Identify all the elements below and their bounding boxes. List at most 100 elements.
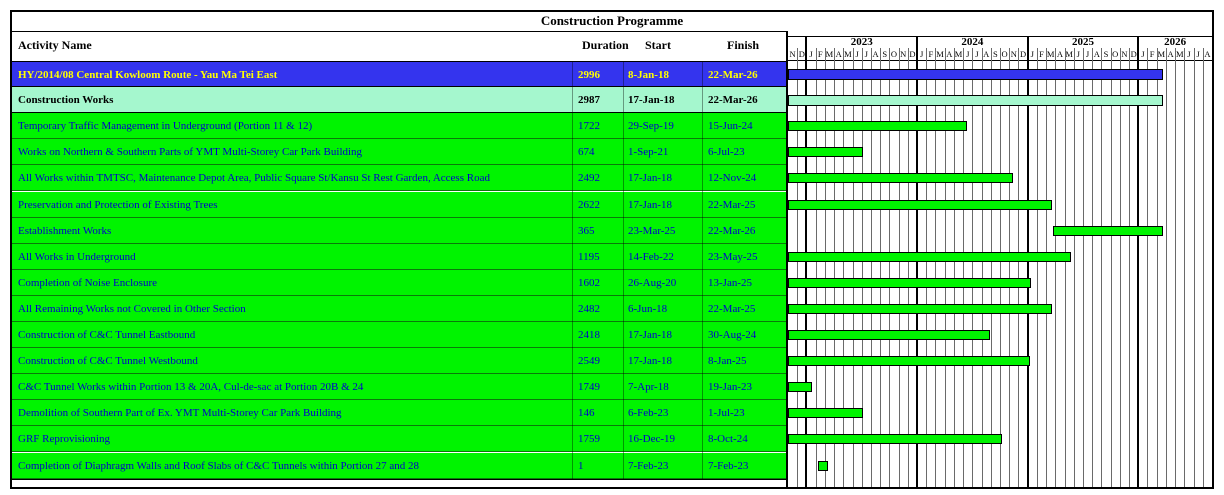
month-cell: F (1039, 49, 1044, 59)
programme-table: Construction Programme Activity Name Dur… (10, 10, 1214, 489)
month-cell: M (954, 49, 963, 59)
start-date-cell: 7-Apr-18 (628, 381, 669, 394)
month-gridline (1202, 48, 1204, 487)
gantt-bar (788, 277, 1032, 288)
month-gridline (1036, 48, 1038, 487)
activity-row: Construction of C&C Tunnel Westbound 2549… (12, 348, 786, 375)
duration-cell: 1759 (578, 433, 600, 446)
gantt-bar (788, 303, 1053, 314)
month-cell: D (1130, 49, 1137, 59)
duration-cell: 1 (578, 459, 584, 472)
activity-row: Establishment Works 365 23-Mar-25 22-Mar-26 (12, 217, 786, 244)
month-gridline (1000, 48, 1001, 487)
month-gridline (972, 48, 974, 487)
month-cell: A (835, 49, 842, 59)
year-cell: 2023 (850, 36, 873, 48)
month-gridline (1009, 48, 1011, 487)
gantt-bar (788, 434, 1003, 445)
column-header-start: Start (645, 38, 671, 52)
month-cell: N (1010, 49, 1017, 59)
activity-row: Temporary Traffic Management in Undergro… (12, 113, 786, 140)
duration-cell: 1602 (578, 276, 600, 289)
gantt-chart-area: N D 2023 J F M A M J J A S O N D 2024 J F M A M J J A S O N D 2025 J F… (788, 31, 1212, 487)
activity-name-cell: Completion of Diaphragm Walls and Roof S… (18, 459, 420, 472)
month-cell: M (825, 49, 834, 59)
activity-row: Construction of C&C Tunnel Eastbound 2418… (12, 322, 786, 349)
gantt-bar (788, 173, 1013, 184)
finish-date-cell: 8-Jan-25 (708, 355, 747, 368)
month-cell: F (1149, 49, 1155, 59)
activity-name-cell: Construction of C&C Tunnel Westbound (18, 355, 198, 368)
month-gridline (815, 48, 817, 487)
finish-date-cell: 6-Jul-23 (708, 146, 745, 159)
month-cell: A (872, 49, 879, 59)
start-date-cell: 8-Jan-18 (628, 69, 669, 81)
month-cell: O (1112, 49, 1119, 59)
month-gridline (1129, 48, 1131, 487)
duration-cell: 365 (578, 224, 595, 237)
start-date-cell: 16-Dec-19 (628, 433, 676, 446)
activity-row: Construction Works 2987 17-Jan-18 22-Mar-26 (12, 87, 786, 114)
duration-cell: 1749 (578, 381, 600, 394)
activity-name-cell: All Works in Underground (18, 250, 136, 263)
month-cell: N (1121, 49, 1128, 59)
column-header-duration: Duration (582, 38, 629, 52)
month-cell: A (1204, 49, 1211, 59)
gantt-bar (788, 68, 1163, 80)
year-stub-cell (788, 36, 806, 48)
month-gridline (843, 48, 845, 487)
month-cell: J (966, 49, 970, 59)
month-cell: M (1175, 49, 1184, 59)
gantt-bar (818, 460, 828, 471)
month-cell: A (983, 49, 990, 59)
month-gridline (852, 48, 854, 487)
month-gridline (1110, 48, 1112, 487)
month-gridline (1073, 48, 1075, 487)
start-date-cell: 17-Jan-18 (628, 329, 672, 341)
month-cell: S (1103, 49, 1109, 59)
month-cell: S (882, 49, 888, 59)
month-cell: J (975, 49, 979, 59)
month-cell: A (946, 49, 953, 59)
month-cell: J (855, 49, 859, 59)
month-gridline (990, 48, 992, 487)
start-date-cell: 17-Jan-18 (628, 172, 672, 185)
activity-row: HY/2014/08 Central Kowloom Route - Yau M… (12, 61, 786, 88)
activity-row: GRF Reprovisioning 1759 16-Dec-19 8-Oct-24 (12, 426, 786, 453)
activity-name-cell: GRF Reprovisioning (18, 433, 110, 446)
activity-name-cell: C&C Tunnel Works within Portion 13 & 20A… (18, 381, 364, 394)
duration-cell: 2987 (578, 94, 600, 107)
activity-row: Works on Northern & Southern Parts of YM… (12, 139, 786, 166)
table-chart-divider (786, 31, 788, 487)
column-header-finish: Finish (727, 38, 760, 52)
activity-name-cell: Construction of C&C Tunnel Eastbound (18, 329, 196, 341)
finish-date-cell: 7-Feb-23 (708, 459, 749, 472)
month-cell: J (1187, 49, 1191, 59)
month-gridline (935, 48, 937, 487)
month-cell: N (789, 49, 796, 59)
finish-date-cell: 22-Mar-25 (708, 302, 756, 315)
finish-date-cell: 22-Mar-26 (708, 224, 756, 237)
month-gridline (926, 48, 928, 487)
month-gridline (1184, 48, 1186, 487)
month-gridline (1101, 48, 1103, 487)
start-date-cell: 14-Feb-22 (628, 250, 674, 263)
duration-cell: 146 (578, 407, 595, 420)
start-date-cell: 17-Jan-18 (628, 198, 672, 211)
gantt-bar (788, 199, 1053, 210)
gantt-bar (788, 382, 812, 393)
month-gridline (953, 48, 955, 487)
activity-name-cell: All Remaining Works not Covered in Other… (18, 302, 246, 315)
year-cell: 2026 (1164, 36, 1187, 48)
month-cell: M (1065, 49, 1073, 59)
start-date-cell: 17-Jan-18 (628, 355, 672, 368)
month-cell: A (1093, 49, 1100, 59)
month-cell: M (936, 49, 944, 59)
duration-cell: 2549 (578, 355, 600, 368)
month-cell: F (928, 49, 934, 59)
month-cell: D (1019, 49, 1027, 59)
duration-cell: 1195 (578, 250, 600, 263)
activity-row: C&C Tunnel Works within Portion 13 & 20A… (12, 374, 786, 401)
month-cell: O (890, 49, 898, 59)
